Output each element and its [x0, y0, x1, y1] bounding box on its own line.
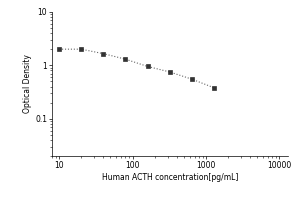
- X-axis label: Human ACTH concentration[pg/mL]: Human ACTH concentration[pg/mL]: [102, 173, 238, 182]
- Y-axis label: Optical Density: Optical Density: [23, 54, 32, 113]
